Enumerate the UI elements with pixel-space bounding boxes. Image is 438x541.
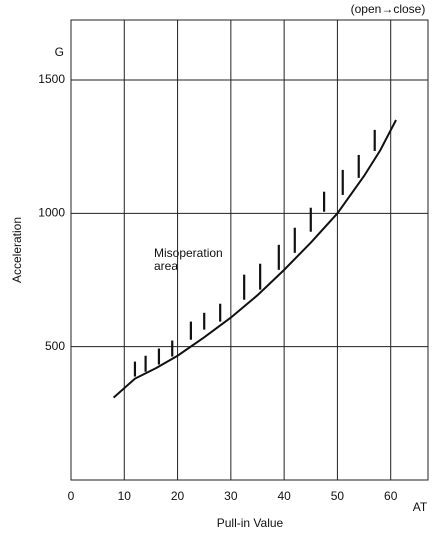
y-tick-label: 1000 [38,206,65,220]
y-axis-label: Acceleration [10,217,24,283]
x-tick-label: 40 [277,489,291,503]
x-tick-label: 10 [118,489,132,503]
x-tick-label: 20 [171,489,185,503]
x-axis-label: Pull-in Value [217,516,284,530]
annotation: Misoperation [154,246,223,260]
x-unit: AT [413,500,428,514]
annotation: area [154,259,178,273]
x-tick-label: 30 [224,489,238,503]
x-tick-label: 0 [68,489,75,503]
y-tick-label: 500 [45,339,65,353]
y-tick-label: 1500 [38,72,65,86]
curve [112,119,397,399]
y-unit: G [55,45,64,59]
x-tick-label: 50 [331,489,345,503]
top-annotation: (open→close) [351,2,426,16]
x-tick-label: 60 [384,489,398,503]
